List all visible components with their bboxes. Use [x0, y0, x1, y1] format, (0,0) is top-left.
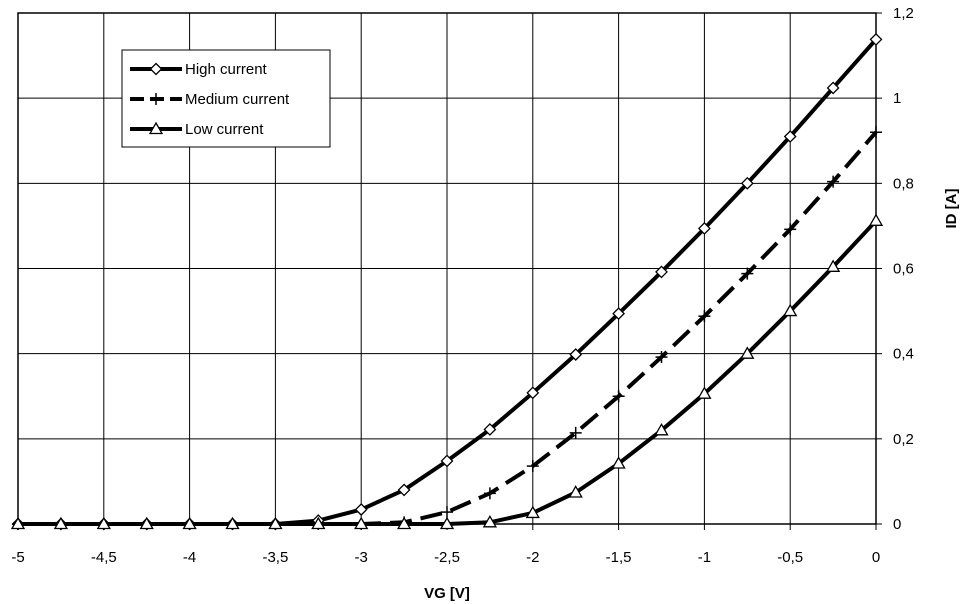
data-point	[568, 485, 583, 498]
data-point	[139, 516, 154, 530]
data-point	[268, 516, 283, 530]
data-point	[740, 176, 754, 190]
legend-label: Medium current	[185, 91, 290, 108]
y-tick-label: 0,2	[893, 431, 914, 448]
data-point	[396, 516, 412, 530]
data-point	[655, 351, 668, 364]
data-point	[182, 516, 197, 530]
data-point	[311, 516, 326, 530]
data-point	[483, 487, 496, 500]
data-point	[655, 265, 668, 279]
data-point	[482, 514, 498, 528]
legend-marker	[149, 62, 163, 76]
data-point	[825, 259, 841, 272]
y-tick-label: 1,2	[893, 5, 914, 22]
data-point	[740, 346, 755, 359]
data-point	[526, 460, 539, 473]
data-point	[698, 310, 711, 323]
data-point	[397, 483, 411, 497]
x-tick-label: -2,5	[434, 549, 460, 566]
data-point	[783, 303, 798, 317]
x-axis-title: VG [V]	[424, 585, 470, 602]
x-tick-label: -1	[698, 549, 711, 566]
y-tick-label: 0,6	[893, 261, 914, 278]
data-point	[826, 81, 840, 95]
data-point	[569, 348, 583, 361]
x-tick-label: 0	[872, 549, 880, 566]
series-low-current	[10, 213, 884, 530]
data-point	[526, 386, 540, 400]
data-point	[354, 503, 368, 516]
data-point	[440, 454, 454, 468]
x-tick-label: -5	[11, 549, 24, 566]
x-tick-label: -3	[355, 549, 368, 566]
data-point	[784, 223, 797, 236]
legend-marker	[148, 121, 164, 135]
data-point	[869, 32, 883, 46]
x-tick-label: -4	[183, 549, 196, 566]
data-point	[827, 175, 840, 188]
x-axis-ticks: -5 -4,5 -4 -3,5 -3 -2,5 -2 -1,5 -1 -0,5 0	[11, 524, 880, 566]
data-point	[441, 506, 453, 519]
y-axis-title: ID [A]	[943, 189, 960, 229]
legend-label: Low current	[185, 121, 264, 138]
data-point	[612, 390, 625, 403]
data-point	[10, 516, 26, 530]
data-point	[697, 222, 711, 235]
y-tick-label: 0,4	[893, 346, 914, 363]
data-point	[525, 505, 540, 519]
data-point	[354, 516, 369, 530]
data-point	[868, 213, 884, 226]
data-point	[225, 516, 240, 530]
y-tick-label: 1	[893, 90, 901, 107]
data-point	[741, 267, 754, 280]
legend-item: Low current	[130, 121, 264, 138]
y-tick-label: 0,8	[893, 175, 914, 192]
data-point	[53, 516, 69, 530]
x-tick-label: -0,5	[777, 549, 803, 566]
data-point	[611, 456, 626, 469]
legend-item: High current	[130, 61, 268, 78]
data-point	[783, 130, 797, 143]
legend-label: High current	[185, 61, 268, 78]
y-tick-label: 0	[893, 516, 901, 533]
legend-item: Medium current	[130, 91, 290, 108]
data-point	[697, 386, 712, 399]
data-point	[654, 423, 669, 436]
data-point	[483, 423, 497, 436]
x-tick-label: -1,5	[606, 549, 632, 566]
legend-items: High current Medium current Low current	[130, 61, 290, 138]
data-point	[96, 516, 111, 530]
legend-marker	[150, 93, 162, 105]
data-point	[612, 307, 626, 321]
data-point	[569, 426, 582, 439]
x-tick-label: -4,5	[91, 549, 117, 566]
series-layer	[10, 32, 884, 531]
data-point	[439, 516, 455, 530]
x-tick-label: -2	[526, 549, 539, 566]
data-point	[870, 126, 882, 139]
y-axis-ticks: 0 0,2 0,4 0,6 0,8 1 1,2	[876, 5, 914, 533]
x-tick-label: -3,5	[262, 549, 288, 566]
legend: High current Medium current Low current	[121, 49, 331, 148]
